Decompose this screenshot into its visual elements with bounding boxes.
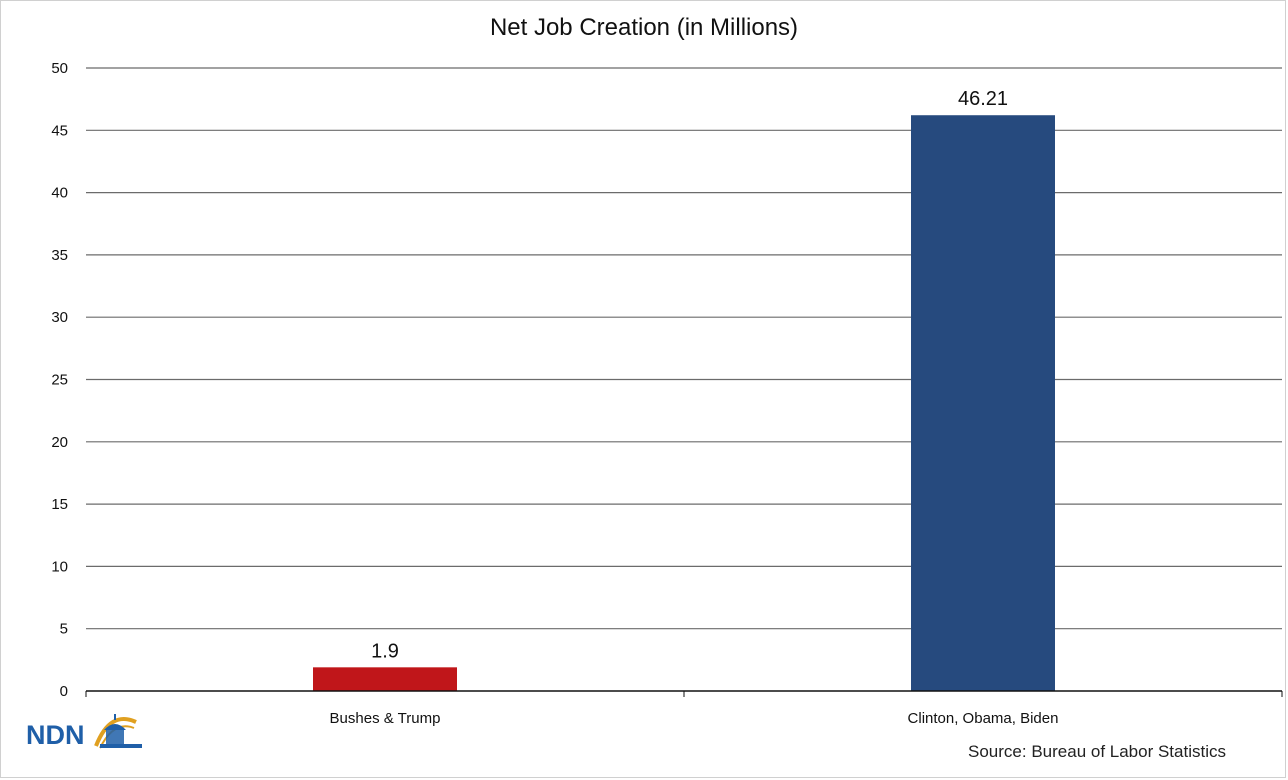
y-tick-label: 40 (51, 185, 68, 202)
source-note: Source: Bureau of Labor Statistics (968, 742, 1226, 761)
x-category-label: Clinton, Obama, Biden (908, 710, 1059, 727)
ndn-logo: NDN (26, 708, 146, 756)
y-tick-label: 0 (60, 683, 68, 700)
y-tick-label: 30 (51, 309, 68, 326)
y-tick-label: 20 (51, 434, 68, 451)
gridlines (86, 67, 1282, 630)
capitol-dome-icon (94, 714, 142, 749)
y-tick-label: 5 (60, 621, 68, 638)
bar (911, 115, 1055, 692)
data-label: 46.21 (958, 88, 1008, 110)
y-tick-label: 35 (51, 247, 68, 264)
bars (313, 115, 1055, 692)
y-tick-label: 25 (51, 372, 68, 389)
x-axis (85, 690, 1283, 697)
y-axis-ticks: 0 5 10 15 20 25 30 35 40 45 50 (51, 60, 68, 700)
x-category-label: Bushes & Trump (330, 710, 441, 727)
y-tick-label: 50 (51, 60, 68, 77)
data-labels: 1.9 46.21 (371, 88, 1008, 662)
y-tick-label: 10 (51, 558, 68, 575)
logo-text: NDN (26, 720, 85, 750)
y-tick-label: 45 (51, 122, 68, 139)
x-axis-categories: Bushes & Trump Clinton, Obama, Biden (330, 710, 1059, 727)
y-tick-label: 15 (51, 496, 68, 513)
data-label: 1.9 (371, 640, 399, 662)
bar (313, 667, 457, 691)
chart-title: Net Job Creation (in Millions) (489, 14, 799, 41)
